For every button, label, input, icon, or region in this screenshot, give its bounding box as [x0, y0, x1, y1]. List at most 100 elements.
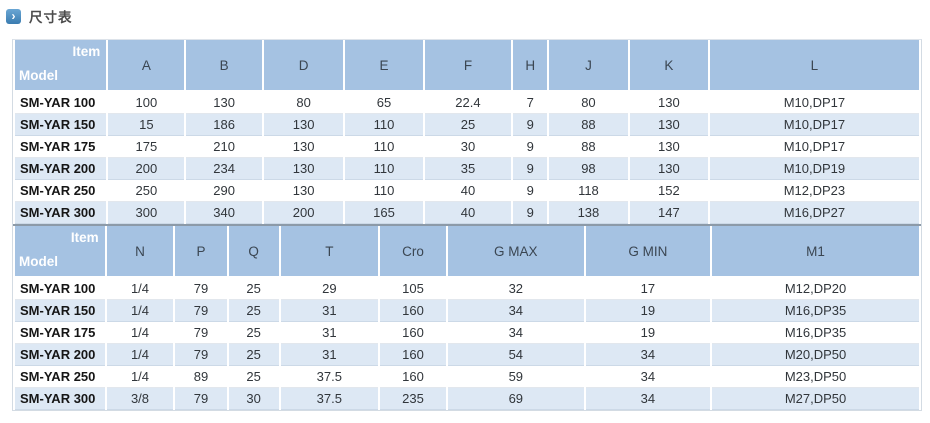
data-cell: 160	[380, 322, 446, 344]
data-cell: 37.5	[280, 366, 379, 388]
column-header-t: T	[280, 226, 379, 278]
data-cell: 175	[108, 136, 185, 158]
data-cell: M23,DP50	[712, 366, 919, 388]
row-model-cell: SM-YAR 200	[15, 158, 107, 180]
data-cell: 9	[513, 180, 548, 202]
table-1-header: Item Model A B D E F H J K L	[15, 40, 919, 92]
data-cell: 19	[585, 322, 711, 344]
data-cell: 79	[175, 300, 227, 322]
data-cell: 25	[228, 300, 279, 322]
column-header-k: K	[629, 40, 708, 92]
data-cell: 130	[629, 158, 708, 180]
data-cell: 186	[186, 114, 262, 136]
column-header-g-min: G MIN	[585, 226, 711, 278]
header-row: Item Model A B D E F H J K L	[15, 40, 919, 92]
row-model-cell: SM-YAR 175	[15, 136, 107, 158]
data-cell: 69	[447, 388, 584, 410]
data-cell: 65	[345, 92, 423, 114]
column-header-m1: M1	[712, 226, 919, 278]
data-cell: 34	[585, 344, 711, 366]
data-cell: 300	[108, 202, 185, 224]
data-cell: 130	[263, 136, 344, 158]
corner-item-label: Item	[72, 44, 101, 60]
data-cell: 19	[585, 300, 711, 322]
row-model-cell: SM-YAR 250	[15, 180, 107, 202]
corner-model-label: Model	[19, 254, 58, 269]
data-cell: M20,DP50	[712, 344, 919, 366]
data-cell: 25	[228, 278, 279, 300]
data-cell: M10,DP17	[709, 114, 919, 136]
data-cell: 35	[424, 158, 512, 180]
data-cell: 1/4	[106, 322, 174, 344]
data-cell: 290	[186, 180, 262, 202]
data-cell: 250	[108, 180, 185, 202]
data-cell: 80	[263, 92, 344, 114]
corner-item-label: Item	[70, 230, 99, 246]
data-cell: M27,DP50	[712, 388, 919, 410]
data-cell: 3/8	[106, 388, 174, 410]
table-row: SM-YAR 200 1/4 79 25 31 160 54 34 M20,DP50	[15, 344, 919, 366]
chevron-right-icon: ›	[6, 8, 21, 24]
data-cell: 160	[380, 366, 446, 388]
data-cell: M10,DP17	[709, 92, 919, 114]
data-cell: 30	[424, 136, 512, 158]
data-cell: 1/4	[106, 300, 174, 322]
data-cell: 17	[585, 278, 711, 300]
header-row: Item Model N P Q T Cro G MAX G MIN M1	[15, 226, 919, 278]
row-model-cell: SM-YAR 150	[15, 300, 105, 322]
data-cell: M16,DP35	[712, 322, 919, 344]
table-row: SM-YAR 250 250 290 130 110 40 9 118 152 M12,DP23	[15, 180, 919, 202]
data-cell: 1/4	[106, 366, 174, 388]
table-2-header: Item Model N P Q T Cro G MAX G MIN M1	[15, 226, 919, 278]
data-cell: 59	[447, 366, 584, 388]
data-cell: 34	[585, 388, 711, 410]
data-cell: 160	[380, 300, 446, 322]
column-header-n: N	[106, 226, 174, 278]
table-row: SM-YAR 300 3/8 79 30 37.5 235 69 34 M27,DP50	[15, 388, 919, 410]
table-row: SM-YAR 150 1/4 79 25 31 160 34 19 M16,DP35	[15, 300, 919, 322]
data-cell: 25	[228, 366, 279, 388]
data-cell: 34	[585, 366, 711, 388]
data-cell: 79	[175, 344, 227, 366]
data-cell: M10,DP19	[709, 158, 919, 180]
column-header-d: D	[263, 40, 344, 92]
page-title: 尺寸表	[29, 10, 73, 25]
data-cell: 118	[549, 180, 628, 202]
row-model-cell: SM-YAR 250	[15, 366, 105, 388]
data-cell: 25	[228, 344, 279, 366]
column-header-cro: Cro	[380, 226, 446, 278]
data-cell: 89	[175, 366, 227, 388]
data-cell: 165	[345, 202, 423, 224]
data-cell: M16,DP27	[709, 202, 919, 224]
table-row: SM-YAR 100 1/4 79 25 29 105 32 17 M12,DP20	[15, 278, 919, 300]
data-cell: 130	[263, 114, 344, 136]
data-cell: 1/4	[106, 344, 174, 366]
data-cell: 110	[345, 180, 423, 202]
row-model-cell: SM-YAR 100	[15, 92, 107, 114]
row-model-cell: SM-YAR 300	[15, 388, 105, 410]
column-header-g-max: G MAX	[447, 226, 584, 278]
column-header-j: J	[549, 40, 628, 92]
data-cell: 25	[424, 114, 512, 136]
row-model-cell: SM-YAR 100	[15, 278, 105, 300]
data-cell: 130	[629, 92, 708, 114]
column-header-l: L	[709, 40, 919, 92]
column-header-a: A	[108, 40, 185, 92]
section-title-row: › 尺寸表	[6, 6, 930, 26]
dimension-table-1: Item Model A B D E F H J K L SM-YAR 100 100 130 80 65 2…	[13, 40, 921, 224]
row-model-cell: SM-YAR 200	[15, 344, 105, 366]
data-cell: 234	[186, 158, 262, 180]
data-cell: 210	[186, 136, 262, 158]
data-cell: 31	[280, 322, 379, 344]
data-cell: 200	[263, 202, 344, 224]
row-model-cell: SM-YAR 300	[15, 202, 107, 224]
dimension-tables-area: Item Model A B D E F H J K L SM-YAR 100 100 130 80 65 2…	[12, 39, 922, 411]
table-row: SM-YAR 200 200 234 130 110 35 9 98 130 M10,DP19	[15, 158, 919, 180]
data-cell: 9	[513, 114, 548, 136]
column-header-p: P	[175, 226, 227, 278]
column-header-q: Q	[228, 226, 279, 278]
data-cell: M12,DP23	[709, 180, 919, 202]
data-cell: 25	[228, 322, 279, 344]
data-cell: 98	[549, 158, 628, 180]
data-cell: 110	[345, 158, 423, 180]
